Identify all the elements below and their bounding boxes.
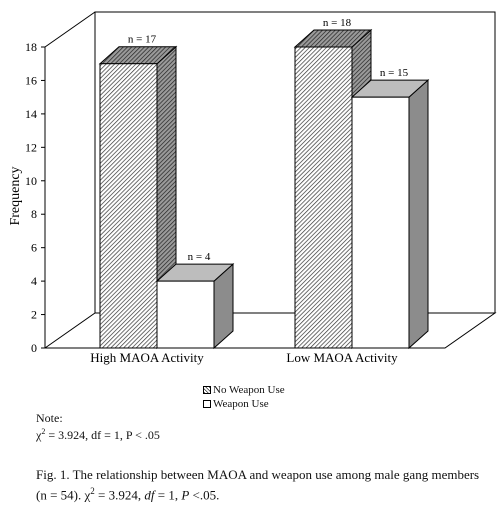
caption-p-rest: <.05. — [189, 487, 220, 503]
y-tick-label: 10 — [25, 174, 37, 188]
note-heading: Note: — [36, 411, 63, 425]
note-stat-text: = 3.924, df = 1, P < .05 — [45, 428, 160, 442]
legend-label: No Weapon Use — [213, 384, 285, 396]
caption-sup: 2 — [90, 486, 95, 496]
chi-symbol: χ — [36, 428, 42, 442]
legend-swatch-white — [203, 400, 211, 408]
y-axis-ticks: 0 2 4 6 8 10 12 14 16 18 — [25, 40, 45, 355]
y-tick-label: 16 — [25, 73, 37, 87]
bar: n = 15 — [350, 67, 430, 350]
caption-eq: = 3.924, — [94, 487, 145, 503]
figure-caption: Fig. 1. The relationship between MAOA an… — [36, 466, 492, 503]
bar-front — [99, 63, 158, 349]
y-tick-label: 8 — [31, 207, 37, 221]
data-label: n = 4 — [188, 251, 211, 263]
y-tick-label: 4 — [31, 274, 37, 288]
y-tick-label: 14 — [25, 107, 37, 121]
bar: n = 4 — [155, 251, 235, 350]
caption-df: df — [144, 487, 155, 503]
caption-df-rest: = 1, — [154, 487, 182, 503]
y-tick-label: 2 — [31, 308, 37, 322]
note: Note: χ2 = 3.924, df = 1, P < .05 — [36, 411, 160, 442]
legend: No Weapon Use Weapon Use — [203, 383, 285, 411]
x-axis-category-labels: High MAOA Activity Low MAOA Activity — [90, 350, 398, 365]
legend-item-weapon: Weapon Use — [203, 397, 285, 411]
bar-side — [408, 79, 429, 350]
bars: n = 17 n = 4 n = 18 n = 15 — [98, 17, 430, 350]
bar: n = 17 — [98, 34, 178, 350]
superscript: 2 — [41, 427, 46, 436]
note-statistic: χ2 = 3.924, df = 1, P < .05 — [36, 425, 160, 442]
legend-swatch-hatched — [203, 386, 211, 394]
x-tick-label: Low MAOA Activity — [286, 350, 398, 365]
left-wall-top — [44, 11, 96, 48]
caption-p: P — [181, 487, 190, 503]
y-tick-label: 6 — [31, 241, 37, 255]
bar-front — [294, 46, 353, 349]
data-label: n = 15 — [380, 67, 409, 79]
caption-chi: χ — [84, 487, 91, 503]
bar-front — [156, 280, 215, 349]
bar-front — [351, 96, 410, 349]
y-tick-label: 18 — [25, 40, 37, 54]
legend-item-no-weapon: No Weapon Use — [203, 383, 285, 397]
data-label: n = 18 — [323, 17, 352, 29]
x-tick-label: High MAOA Activity — [90, 350, 204, 365]
y-axis-label: Frequency — [8, 166, 23, 225]
y-tick-label: 12 — [25, 140, 37, 154]
caption-text: Fig. 1. The relationship between MAOA an… — [36, 467, 480, 503]
y-tick-label: 0 — [31, 341, 37, 355]
data-label: n = 17 — [128, 34, 157, 46]
legend-label: Weapon Use — [213, 398, 269, 410]
